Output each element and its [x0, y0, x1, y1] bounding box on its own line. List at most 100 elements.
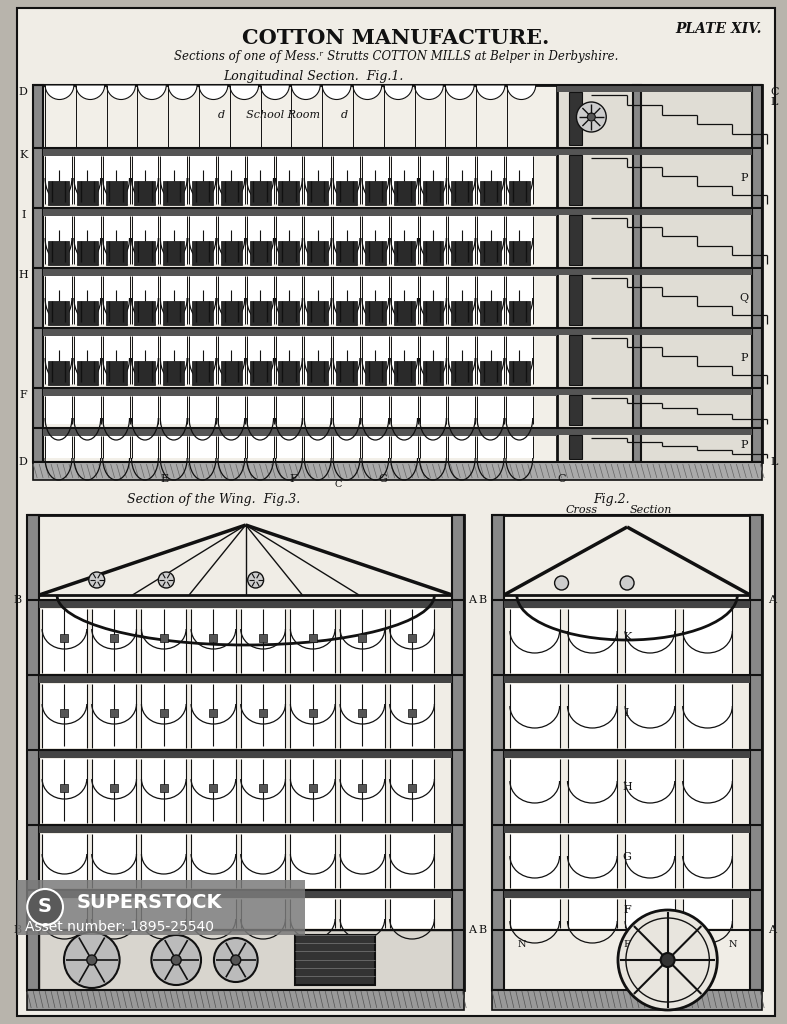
Bar [249, 301, 271, 325]
Bar [92, 684, 136, 748]
Bar [492, 515, 504, 990]
Bar [142, 834, 187, 888]
Bar [567, 834, 617, 888]
Text: A: A [768, 925, 776, 935]
Bar [160, 784, 168, 792]
Bar [477, 336, 504, 384]
Text: I: I [625, 708, 630, 718]
Bar [135, 181, 155, 205]
Bar [246, 156, 274, 204]
Bar [43, 208, 556, 216]
Bar [305, 216, 331, 264]
Bar [42, 759, 87, 823]
Bar [340, 759, 385, 823]
Bar [394, 181, 415, 205]
Bar [307, 361, 328, 385]
Bar [221, 241, 242, 265]
Bar [74, 436, 101, 458]
Bar [362, 276, 389, 324]
Bar [340, 899, 385, 928]
Bar [336, 241, 357, 265]
Bar [365, 301, 386, 325]
Bar [74, 336, 101, 384]
Bar [275, 336, 302, 384]
Bar [305, 156, 331, 204]
Bar [510, 609, 560, 673]
Bar [340, 684, 385, 748]
Text: Longitudinal Section.  Fig.1.: Longitudinal Section. Fig.1. [223, 70, 404, 83]
Bar [390, 156, 418, 204]
Wedge shape [445, 85, 474, 99]
Bar [279, 301, 299, 325]
Bar [259, 634, 267, 642]
Bar [105, 181, 127, 205]
Bar [509, 241, 530, 265]
Text: K: K [19, 150, 28, 160]
Bar [362, 156, 389, 204]
Bar [305, 336, 331, 384]
Text: d      School Room      d: d School Room d [219, 110, 349, 120]
Bar [191, 899, 236, 928]
Bar [365, 241, 386, 265]
Bar [105, 301, 127, 325]
Bar [74, 276, 101, 324]
Bar [506, 156, 533, 204]
Bar [189, 436, 216, 458]
Bar [275, 216, 302, 264]
Bar [556, 208, 752, 215]
Bar [506, 396, 533, 424]
Bar [423, 241, 443, 265]
Text: Asset number: 1895-25540: Asset number: 1895-25540 [25, 920, 214, 934]
Bar [408, 634, 416, 642]
Bar [163, 181, 184, 205]
Bar [290, 759, 335, 823]
Bar [209, 634, 217, 642]
Bar [74, 216, 101, 264]
Bar [358, 784, 367, 792]
Bar [163, 361, 184, 385]
Bar [567, 609, 617, 673]
Bar [358, 634, 367, 642]
Text: COTTON MANUFACTURE.: COTTON MANUFACTURE. [242, 28, 549, 48]
Bar [568, 395, 582, 425]
Bar [241, 684, 286, 748]
Text: Fig.2.: Fig.2. [593, 493, 630, 506]
Bar [394, 241, 415, 265]
Bar [45, 436, 72, 458]
Bar [249, 361, 271, 385]
Text: D: D [19, 87, 28, 97]
Bar [241, 759, 286, 823]
Bar [163, 241, 184, 265]
Bar [28, 515, 39, 990]
Bar [131, 336, 158, 384]
Bar [362, 216, 389, 264]
Bar [423, 361, 443, 385]
Text: F: F [290, 474, 297, 484]
Bar [131, 216, 158, 264]
Bar [246, 216, 274, 264]
Bar [449, 156, 475, 204]
Bar [568, 215, 582, 265]
Bar [160, 634, 168, 642]
Bar [568, 435, 582, 459]
Bar [192, 361, 213, 385]
Bar [625, 759, 674, 823]
Bar [419, 276, 446, 324]
Bar [365, 181, 386, 205]
Bar [241, 899, 286, 928]
Bar [567, 684, 617, 748]
Bar [191, 684, 236, 748]
Bar [142, 684, 187, 748]
Bar [45, 396, 72, 424]
Bar [77, 241, 98, 265]
Bar [509, 301, 530, 325]
Wedge shape [107, 85, 135, 99]
Bar [568, 335, 582, 385]
Bar [161, 216, 187, 264]
Text: PLATE XIV.: PLATE XIV. [676, 22, 762, 36]
Wedge shape [507, 85, 536, 99]
Bar [45, 276, 72, 324]
Bar [110, 634, 118, 642]
Bar [246, 276, 274, 324]
Bar [504, 675, 750, 683]
